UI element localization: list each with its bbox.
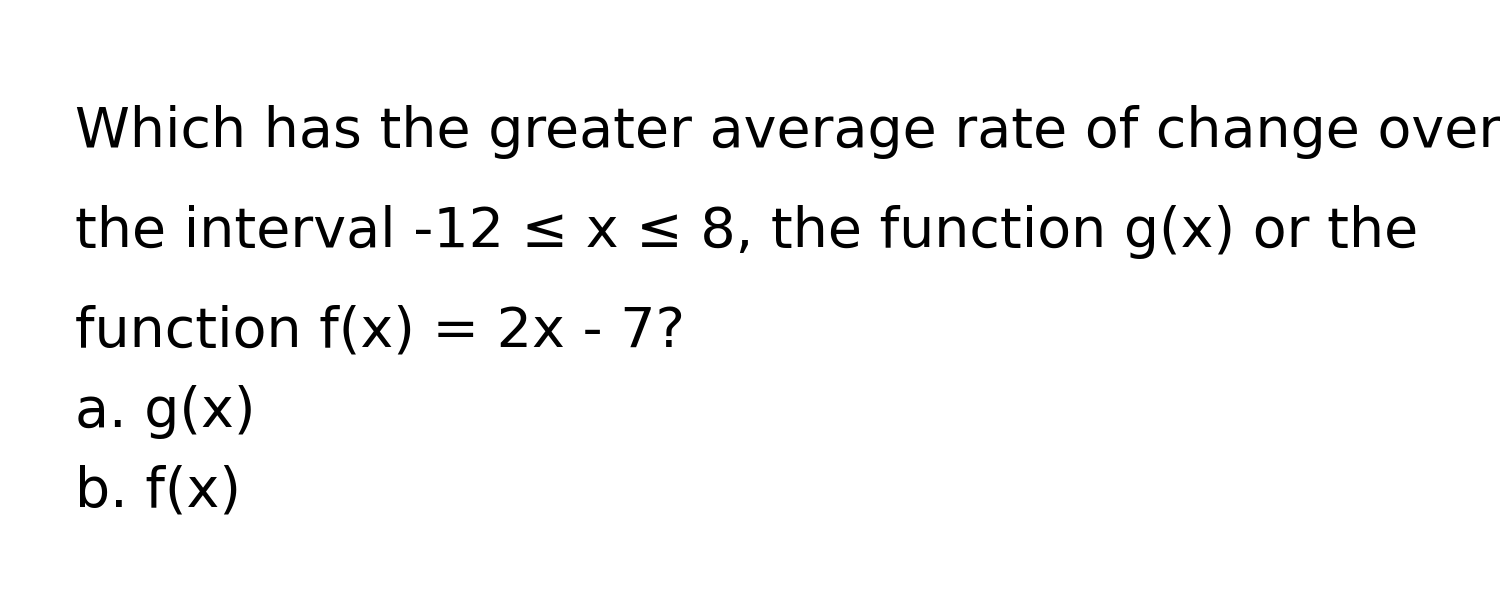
Text: a. g(x): a. g(x) bbox=[75, 385, 255, 439]
Text: the interval -12 ≤ x ≤ 8, the function g(x) or the: the interval -12 ≤ x ≤ 8, the function g… bbox=[75, 205, 1419, 259]
Text: Which has the greater average rate of change over: Which has the greater average rate of ch… bbox=[75, 105, 1500, 159]
Text: function f(x) = 2x - 7?: function f(x) = 2x - 7? bbox=[75, 305, 686, 359]
Text: b. f(x): b. f(x) bbox=[75, 465, 242, 519]
